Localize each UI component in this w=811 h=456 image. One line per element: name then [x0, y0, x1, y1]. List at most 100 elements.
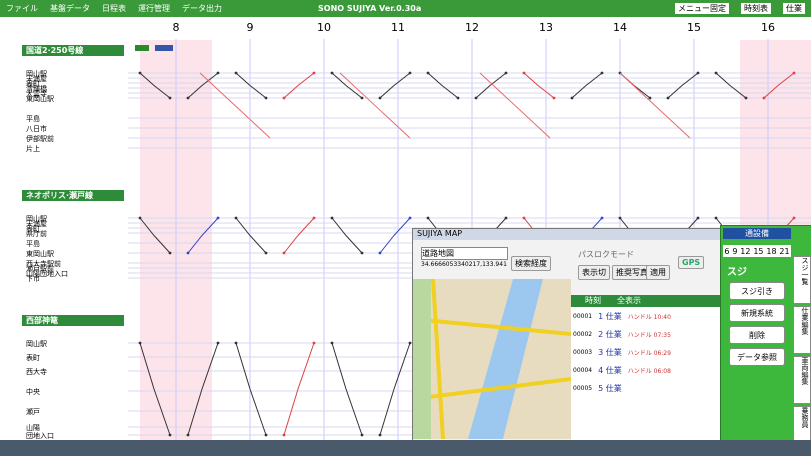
suji-line	[763, 72, 795, 99]
panel-button[interactable]: データ参照	[729, 348, 785, 366]
toolbar-button[interactable]: メニュー固定	[675, 3, 729, 14]
stop-dot	[312, 216, 316, 220]
list-row[interactable]: 00002 2 仕業 ハンドル 07:35	[571, 325, 721, 343]
stop-dot	[312, 71, 316, 75]
stop-dot	[282, 433, 286, 437]
hour-option[interactable]: 9	[732, 246, 738, 256]
suji-line	[475, 72, 507, 99]
stop-dot	[360, 433, 364, 437]
stop-dot	[408, 341, 412, 345]
panel-button[interactable]: スジ引き	[729, 282, 785, 300]
list-row[interactable]: 00005 5 仕業	[571, 379, 721, 397]
stop-dot	[696, 71, 700, 75]
job-list: 時刻 全表示 00001 1 仕業 ハンドル 10:40 00002 2 仕業 ハンドル 07…	[571, 295, 721, 441]
stop-dot	[696, 216, 700, 220]
stop-dot	[360, 96, 364, 100]
suji-line	[667, 72, 699, 99]
panel-button[interactable]: 削除	[729, 326, 785, 344]
search-button[interactable]: 検索経度	[511, 256, 551, 271]
list-row[interactable]: 00003 3 仕業 ハンドル 06:29	[571, 343, 721, 361]
hour-label: 14	[613, 21, 627, 34]
hour-label: 9	[247, 21, 254, 34]
stop-dot	[408, 216, 412, 220]
long-suji	[619, 72, 691, 139]
stop-dot	[282, 96, 286, 100]
menu-item[interactable]: ファイル	[6, 4, 38, 13]
menu-item[interactable]: 日程表	[102, 4, 126, 13]
hour-row: 6 9 12 15 18 21	[723, 245, 791, 257]
menu-item[interactable]: 基盤データ	[50, 4, 90, 13]
station-name: 大雲寺	[26, 89, 47, 98]
mode-check[interactable]: パスロクモード	[578, 250, 634, 259]
stop-dot	[714, 216, 718, 220]
stop-dot	[264, 96, 268, 100]
gps-button[interactable]: GPS	[678, 256, 705, 269]
suji-line	[379, 72, 411, 99]
stop-dot	[282, 251, 286, 255]
menu-item[interactable]: データ出力	[182, 4, 222, 13]
station-name: 岡山駅	[26, 214, 47, 223]
layer-select[interactable]: 道路地図	[421, 247, 508, 260]
suji-line	[235, 342, 267, 436]
stop-dot	[378, 433, 382, 437]
toolbar-button[interactable]: 時刻表	[741, 3, 771, 14]
suji-line	[715, 72, 747, 99]
hour-option[interactable]: 18	[766, 246, 777, 256]
toolbar-button[interactable]: 仕業	[783, 3, 805, 14]
suji-line	[139, 72, 171, 99]
hour-label: 10	[317, 21, 331, 34]
job-detail: ハンドル 06:29	[627, 349, 671, 357]
hour-option[interactable]: 15	[753, 246, 764, 256]
panel-button[interactable]: 新規系統	[729, 304, 785, 322]
suji-line	[427, 72, 459, 99]
job-name: 4 仕業	[598, 365, 622, 375]
window-title: SUJIYA MAP	[413, 229, 721, 240]
list-row[interactable]: 00001 1 仕業 ハンドル 10:40	[571, 307, 721, 325]
stop-dot	[714, 71, 718, 75]
panel-tab[interactable]: 車両編集	[793, 356, 811, 404]
stop-dot	[138, 216, 142, 220]
stop-dot	[408, 71, 412, 75]
map-button[interactable]: 適用	[646, 265, 670, 280]
station-name: 岡山駅	[26, 339, 47, 348]
list-row[interactable]: 00004 4 仕業 ハンドル 06:08	[571, 361, 721, 379]
stop-dot	[234, 216, 238, 220]
suji-label: スジ	[727, 267, 747, 278]
station-name: 岡山駅	[26, 69, 47, 78]
station-name: 西大寺駅前	[26, 259, 61, 268]
station-name: 東岡山駅	[26, 249, 54, 258]
hour-option[interactable]: 12	[740, 246, 751, 256]
stop-dot	[666, 96, 670, 100]
stop-dot	[234, 71, 238, 75]
suji-line	[235, 217, 267, 254]
stop-dot	[426, 71, 430, 75]
station-name: 西大寺	[26, 367, 47, 376]
stop-dot	[600, 71, 604, 75]
bus-icon	[155, 45, 173, 51]
toolbar: ファイル 基盤データ 日程表 運行管理 データ出力 SONO SUJIYA Ver.0.3…	[0, 0, 811, 17]
map-view	[413, 279, 571, 439]
suji-line	[187, 72, 219, 99]
hour-option[interactable]: 6	[724, 246, 730, 256]
suji-line	[283, 72, 315, 99]
job-id: 00005	[573, 384, 593, 392]
map-button[interactable]: 表示切	[578, 265, 610, 280]
panel-tab[interactable]: 仕業編集	[793, 306, 811, 354]
station-name: 平島	[26, 114, 40, 123]
station-name: 平島	[26, 239, 40, 248]
stop-dot	[216, 71, 220, 75]
suji-line	[331, 342, 363, 436]
hour-label: 8	[173, 21, 180, 34]
station-name: 県庁前	[26, 229, 47, 238]
stop-dot	[504, 216, 508, 220]
hour-option[interactable]: 21	[779, 246, 790, 256]
suji-line	[379, 342, 411, 436]
menu-item[interactable]: 運行管理	[138, 4, 170, 13]
hour-label: 12	[465, 21, 479, 34]
route-header	[22, 315, 124, 326]
panel-tab[interactable]: スジ一覧	[793, 256, 811, 304]
station-name: 団地入口	[26, 431, 54, 440]
station-name: 中央	[26, 387, 40, 396]
stop-dot	[456, 96, 460, 100]
stop-dot	[168, 96, 172, 100]
